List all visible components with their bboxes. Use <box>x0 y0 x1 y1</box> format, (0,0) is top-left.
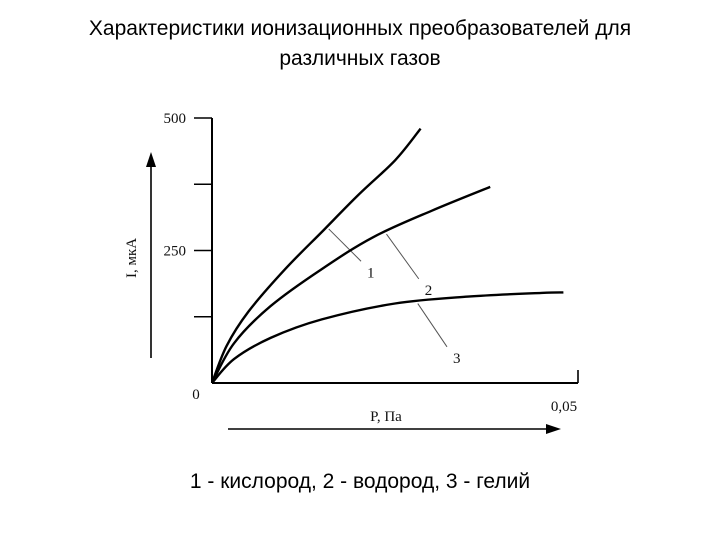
title-line-1: Характеристики ионизационных преобразова… <box>88 17 632 40</box>
series-2-line <box>210 185 491 384</box>
chart-title: Характеристики ионизационных преобразова… <box>0 14 720 74</box>
y-axis-label: I, мкА <box>124 238 140 278</box>
series-1-leader <box>328 228 362 262</box>
x-axis-label: P, Па <box>370 409 402 425</box>
legend-caption: 1 - кислород, 2 - водород, 3 - гелий <box>189 470 531 493</box>
chart-frame <box>146 117 579 434</box>
chart-labels: 1 2 3 500 250 0 0,05 P, Па I, мкА <box>124 111 577 425</box>
y-tick-label-500: 500 <box>164 111 187 127</box>
title-line-2: различных газов <box>279 47 441 70</box>
chart-curves <box>210 127 564 384</box>
series-1-line <box>210 127 422 384</box>
series-3-leader <box>417 303 448 348</box>
series-3-line <box>211 291 564 384</box>
series-3-label: 3 <box>453 351 461 367</box>
origin-label: 0 <box>192 387 200 403</box>
series-2-label: 2 <box>425 283 433 299</box>
series-2-leader <box>386 233 420 280</box>
y-direction-arrowhead <box>146 152 156 167</box>
x-tick-label-0-05: 0,05 <box>551 399 577 415</box>
series-1-label: 1 <box>367 265 375 281</box>
y-tick-label-250: 250 <box>164 244 187 260</box>
x-direction-arrowhead <box>546 424 561 434</box>
